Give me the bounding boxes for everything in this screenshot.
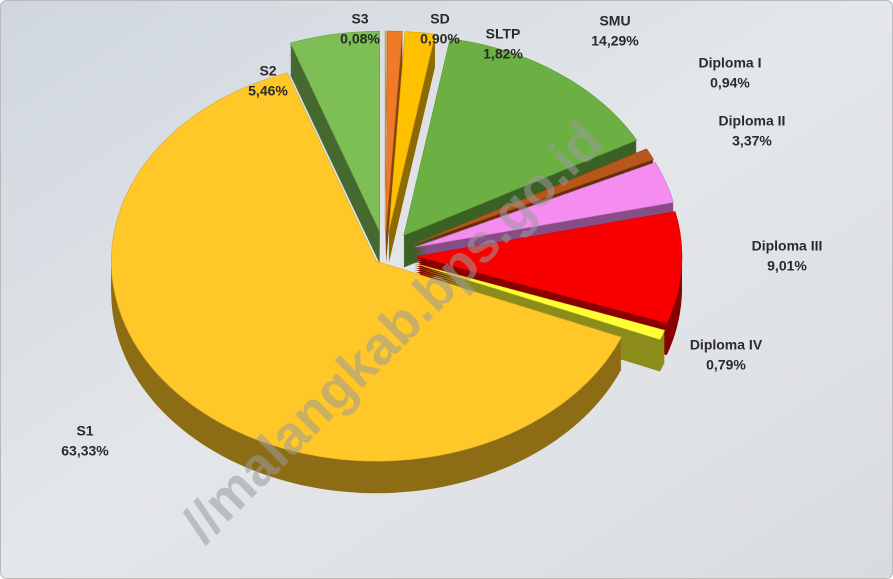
value-label: 0,90% [420,31,460,47]
category-label: Diploma IV [690,337,763,353]
chart-container: //malangkab.bps.go.id S30,08%SD0,90%SLTP… [0,0,893,579]
value-label: 1,82% [483,46,523,62]
category-label: SMU [599,13,630,29]
value-label: 63,33% [61,443,109,459]
category-label: Diploma III [752,238,823,254]
category-label: S1 [76,423,93,439]
value-label: 0,08% [340,31,380,47]
value-label: 14,29% [591,33,639,49]
category-label: SLTP [486,26,521,42]
category-label: SD [430,11,449,27]
category-label: Diploma II [719,113,786,129]
value-label: 9,01% [767,258,807,274]
value-label: 0,79% [706,357,746,373]
value-label: 5,46% [248,83,288,99]
category-label: Diploma I [698,55,761,71]
category-label: S2 [259,63,276,79]
value-label: 3,37% [732,133,772,149]
category-label: S3 [351,11,368,27]
chart: //malangkab.bps.go.id S30,08%SD0,90%SLTP… [0,0,893,579]
value-label: 0,94% [710,75,750,91]
